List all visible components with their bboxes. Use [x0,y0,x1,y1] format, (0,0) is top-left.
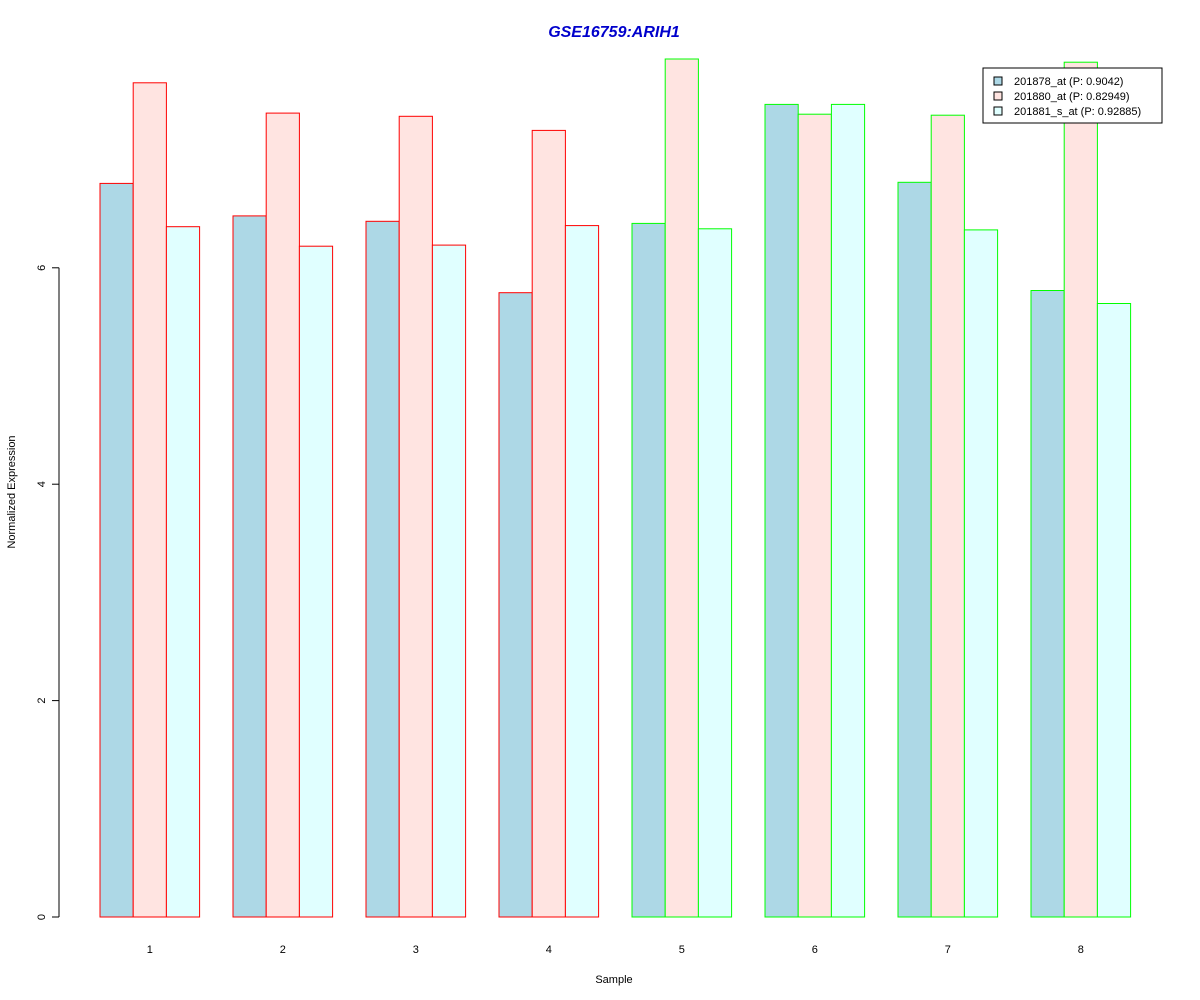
y-tick-label-2: 2 [36,698,48,704]
bar-sample-8-series-2 [1063,61,1098,918]
y-axis-title: Normalized Expression [6,435,18,548]
bar-sample-3-series-1 [365,220,400,918]
bar-sample-6-series-3 [830,103,866,918]
y-tick-label-0: 0 [36,914,48,920]
bar-sample-4-series-1 [498,292,533,918]
bar-sample-3-series-2 [398,115,433,918]
y-tick-label-6: 6 [36,265,48,271]
bar-sample-7-series-1 [897,181,932,918]
bar-sample-1-series-3 [165,226,201,918]
x-tick-label-8: 8 [1078,944,1084,956]
x-tick-label-6: 6 [812,944,818,956]
x-tick-label-7: 7 [945,944,951,956]
bar-sample-4-series-2 [531,129,566,918]
bar-sample-8-series-3 [1096,303,1132,918]
x-axis-tick-labels: 1 2 3 4 5 6 7 8 [147,944,1084,956]
x-axis-title: Sample [595,974,632,986]
legend-swatch-2 [993,91,1003,101]
legend: 201878_at (P: 0.9042) 201880_at (P: 0.829… [982,67,1163,124]
x-tick-label-3: 3 [413,944,419,956]
bar-sample-7-series-2 [930,114,965,918]
bar-sample-2-series-2 [265,112,300,918]
bar-sample-2-series-1 [232,215,267,918]
legend-box [982,67,1163,124]
bar-sample-1-series-2 [132,82,167,918]
legend-swatch-3 [993,106,1003,116]
bar-sample-3-series-3 [431,244,467,918]
bar-sample-8-series-1 [1030,290,1065,918]
bar-sample-1-series-1 [99,182,134,918]
bars-layer [99,58,1132,918]
x-tick-label-2: 2 [280,944,286,956]
bar-sample-4-series-3 [564,225,600,918]
y-tick-label-4: 4 [36,481,48,487]
bar-sample-2-series-3 [298,245,334,918]
x-tick-label-1: 1 [147,944,153,956]
legend-swatch-1 [993,76,1003,86]
y-axis: 0 2 4 6 [36,265,60,920]
chart-title: GSE16759:ARIH1 [548,24,680,41]
x-tick-label-4: 4 [546,944,552,956]
x-tick-label-5: 5 [679,944,685,956]
legend-label-1: 201878_at (P: 0.9042) [1014,76,1123,88]
bar-sample-7-series-3 [963,229,999,918]
bar-sample-5-series-1 [631,222,666,918]
bar-sample-5-series-3 [697,228,733,918]
bar-sample-6-series-1 [764,103,799,918]
legend-label-3: 201881_s_at (P: 0.92885) [1014,106,1141,118]
bar-sample-6-series-2 [797,113,832,918]
bar-sample-5-series-2 [664,58,699,918]
legend-label-2: 201880_at (P: 0.82949) [1014,91,1130,103]
